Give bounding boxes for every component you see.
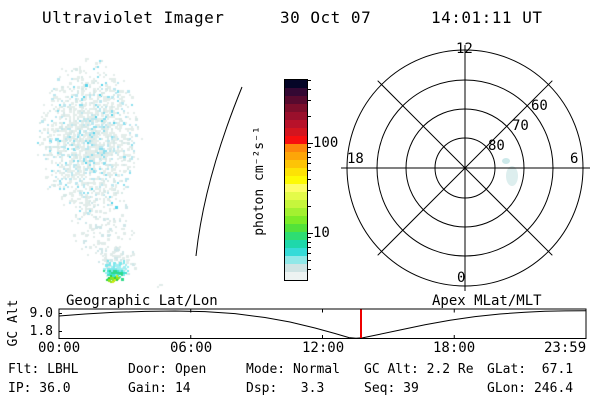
colorbar-segment [285,272,307,280]
colorbar-segment [285,136,307,144]
status-glon: GLon: 246.4 [487,381,574,396]
status-glat: GLat: 67.1 [487,362,574,377]
colorbar-segment [285,200,307,208]
colorbar-tick [308,260,311,261]
colorbar-segment [285,216,307,224]
colorbar-segment [285,160,307,168]
polar-ring-label-80: 80 [488,138,505,154]
strip-xtick-0000: 00:00 [38,340,81,356]
colorbar-tick-label-10: 10 [313,225,330,241]
colorbar [284,79,308,281]
strip-xtick-2359: 23:59 [544,340,587,356]
status-dsp: Dsp: 3.3 [246,381,325,396]
strip-xtick-1200: 12:00 [302,340,345,356]
colorbar-segment [285,96,307,104]
polar-mlt-label-6: 6 [570,151,579,167]
colorbar-segment [285,128,307,136]
colorbar-segment [285,120,307,128]
polar-faint-emission [506,166,518,186]
colorbar-tick [308,206,311,207]
status-flt: Flt: LBHL [8,362,79,377]
header-date: 30 Oct 07 [280,8,372,27]
polar-ring-label-60: 60 [531,98,548,114]
strip-xtick-1800: 18:00 [433,340,476,356]
status-gc-alt: GC Alt: 2.2 Re [364,362,474,377]
gc-alt-curve [58,310,587,339]
colorbar-tick [308,163,311,164]
colorbar-segment [285,248,307,256]
colorbar-segment [285,176,307,184]
colorbar-tick [308,242,311,243]
colorbar-tick [308,269,311,270]
polar-mlt-label-0: 0 [457,270,466,286]
colorbar-segment [285,184,307,192]
status-gain: Gain: 14 [128,381,191,396]
page-title: Ultraviolet Imager [42,8,225,27]
earth-limb-arc [195,86,243,257]
colorbar-tick [308,152,311,153]
colorbar-tick [308,143,313,144]
image-panel-caption: Geographic Lat/Lon [66,293,218,309]
colorbar-segment [285,104,307,112]
colorbar-tick [308,157,311,158]
colorbar-segment [285,256,307,264]
colorbar-unit-label: photon cm⁻²s⁻¹ [251,126,267,236]
colorbar-segment [285,80,307,88]
colorbar-segment [285,144,307,152]
colorbar-tick [308,190,311,191]
polar-mlt-label-18: 18 [347,151,364,167]
colorbar-tick [308,179,311,180]
uv-aurora-image [30,52,190,295]
colorbar-segment [285,152,307,160]
polar-faint-emission [502,158,510,164]
polar-ring-label-70: 70 [512,118,529,134]
colorbar-tick [308,116,311,117]
colorbar-segment [285,240,307,248]
polar-spoke-diagonal [377,80,553,256]
colorbar-segment [285,232,307,240]
colorbar-tick [308,170,311,171]
status-mode: Mode: Normal [246,362,340,377]
strip-ytick-9: 9.0 [29,306,53,321]
polar-panel-caption: Apex MLat/MLT [432,293,542,309]
colorbar-segment [285,224,307,232]
colorbar-tick [308,80,311,81]
colorbar-segment [285,88,307,96]
status-seq: Seq: 39 [364,381,419,396]
colorbar-tick [308,100,311,101]
header-time: 14:01:11 UT [431,8,543,27]
colorbar-tick [308,89,311,90]
strip-ytick-1-8: 1.8 [29,324,53,339]
polar-mlt-label-12: 12 [456,41,473,57]
colorbar-tick [308,147,311,148]
colorbar-segment [285,192,307,200]
colorbar-tick [308,247,311,248]
colorbar-tick-label-100: 100 [313,135,339,151]
status-door: Door: Open [128,362,207,377]
strip-xtick-0600: 06:00 [170,340,213,356]
colorbar-tick [308,253,311,254]
colorbar-tick [308,233,313,234]
colorbar-segment [285,208,307,216]
colorbar-segment [285,112,307,120]
colorbar-segment [285,168,307,176]
status-ip: IP: 36.0 [8,381,71,396]
colorbar-segment [285,264,307,272]
strip-ylabel: GC Alt [5,299,21,347]
colorbar-tick [308,237,311,238]
